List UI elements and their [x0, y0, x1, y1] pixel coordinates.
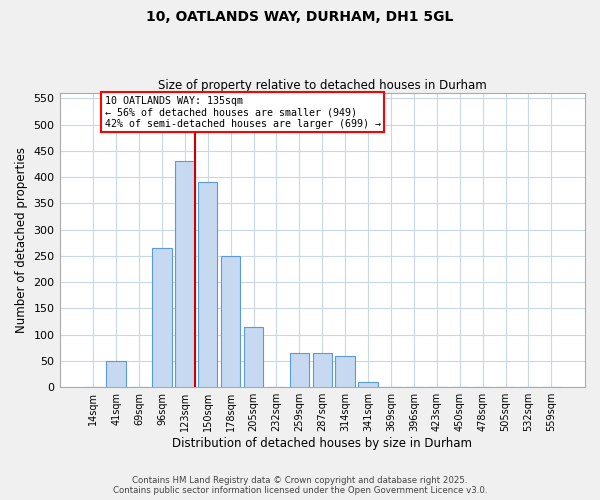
Bar: [221, 256, 241, 387]
Bar: [313, 353, 332, 387]
Bar: [335, 356, 355, 387]
Bar: [198, 182, 217, 387]
Bar: [152, 248, 172, 387]
Y-axis label: Number of detached properties: Number of detached properties: [15, 147, 28, 333]
Bar: [106, 361, 126, 387]
Bar: [358, 382, 378, 387]
Text: 10, OATLANDS WAY, DURHAM, DH1 5GL: 10, OATLANDS WAY, DURHAM, DH1 5GL: [146, 10, 454, 24]
Bar: [175, 162, 194, 387]
Text: Contains HM Land Registry data © Crown copyright and database right 2025.
Contai: Contains HM Land Registry data © Crown c…: [113, 476, 487, 495]
Title: Size of property relative to detached houses in Durham: Size of property relative to detached ho…: [158, 79, 487, 92]
Bar: [290, 353, 309, 387]
X-axis label: Distribution of detached houses by size in Durham: Distribution of detached houses by size …: [172, 437, 472, 450]
Bar: [244, 327, 263, 387]
Text: 10 OATLANDS WAY: 135sqm
← 56% of detached houses are smaller (949)
42% of semi-d: 10 OATLANDS WAY: 135sqm ← 56% of detache…: [104, 96, 380, 129]
